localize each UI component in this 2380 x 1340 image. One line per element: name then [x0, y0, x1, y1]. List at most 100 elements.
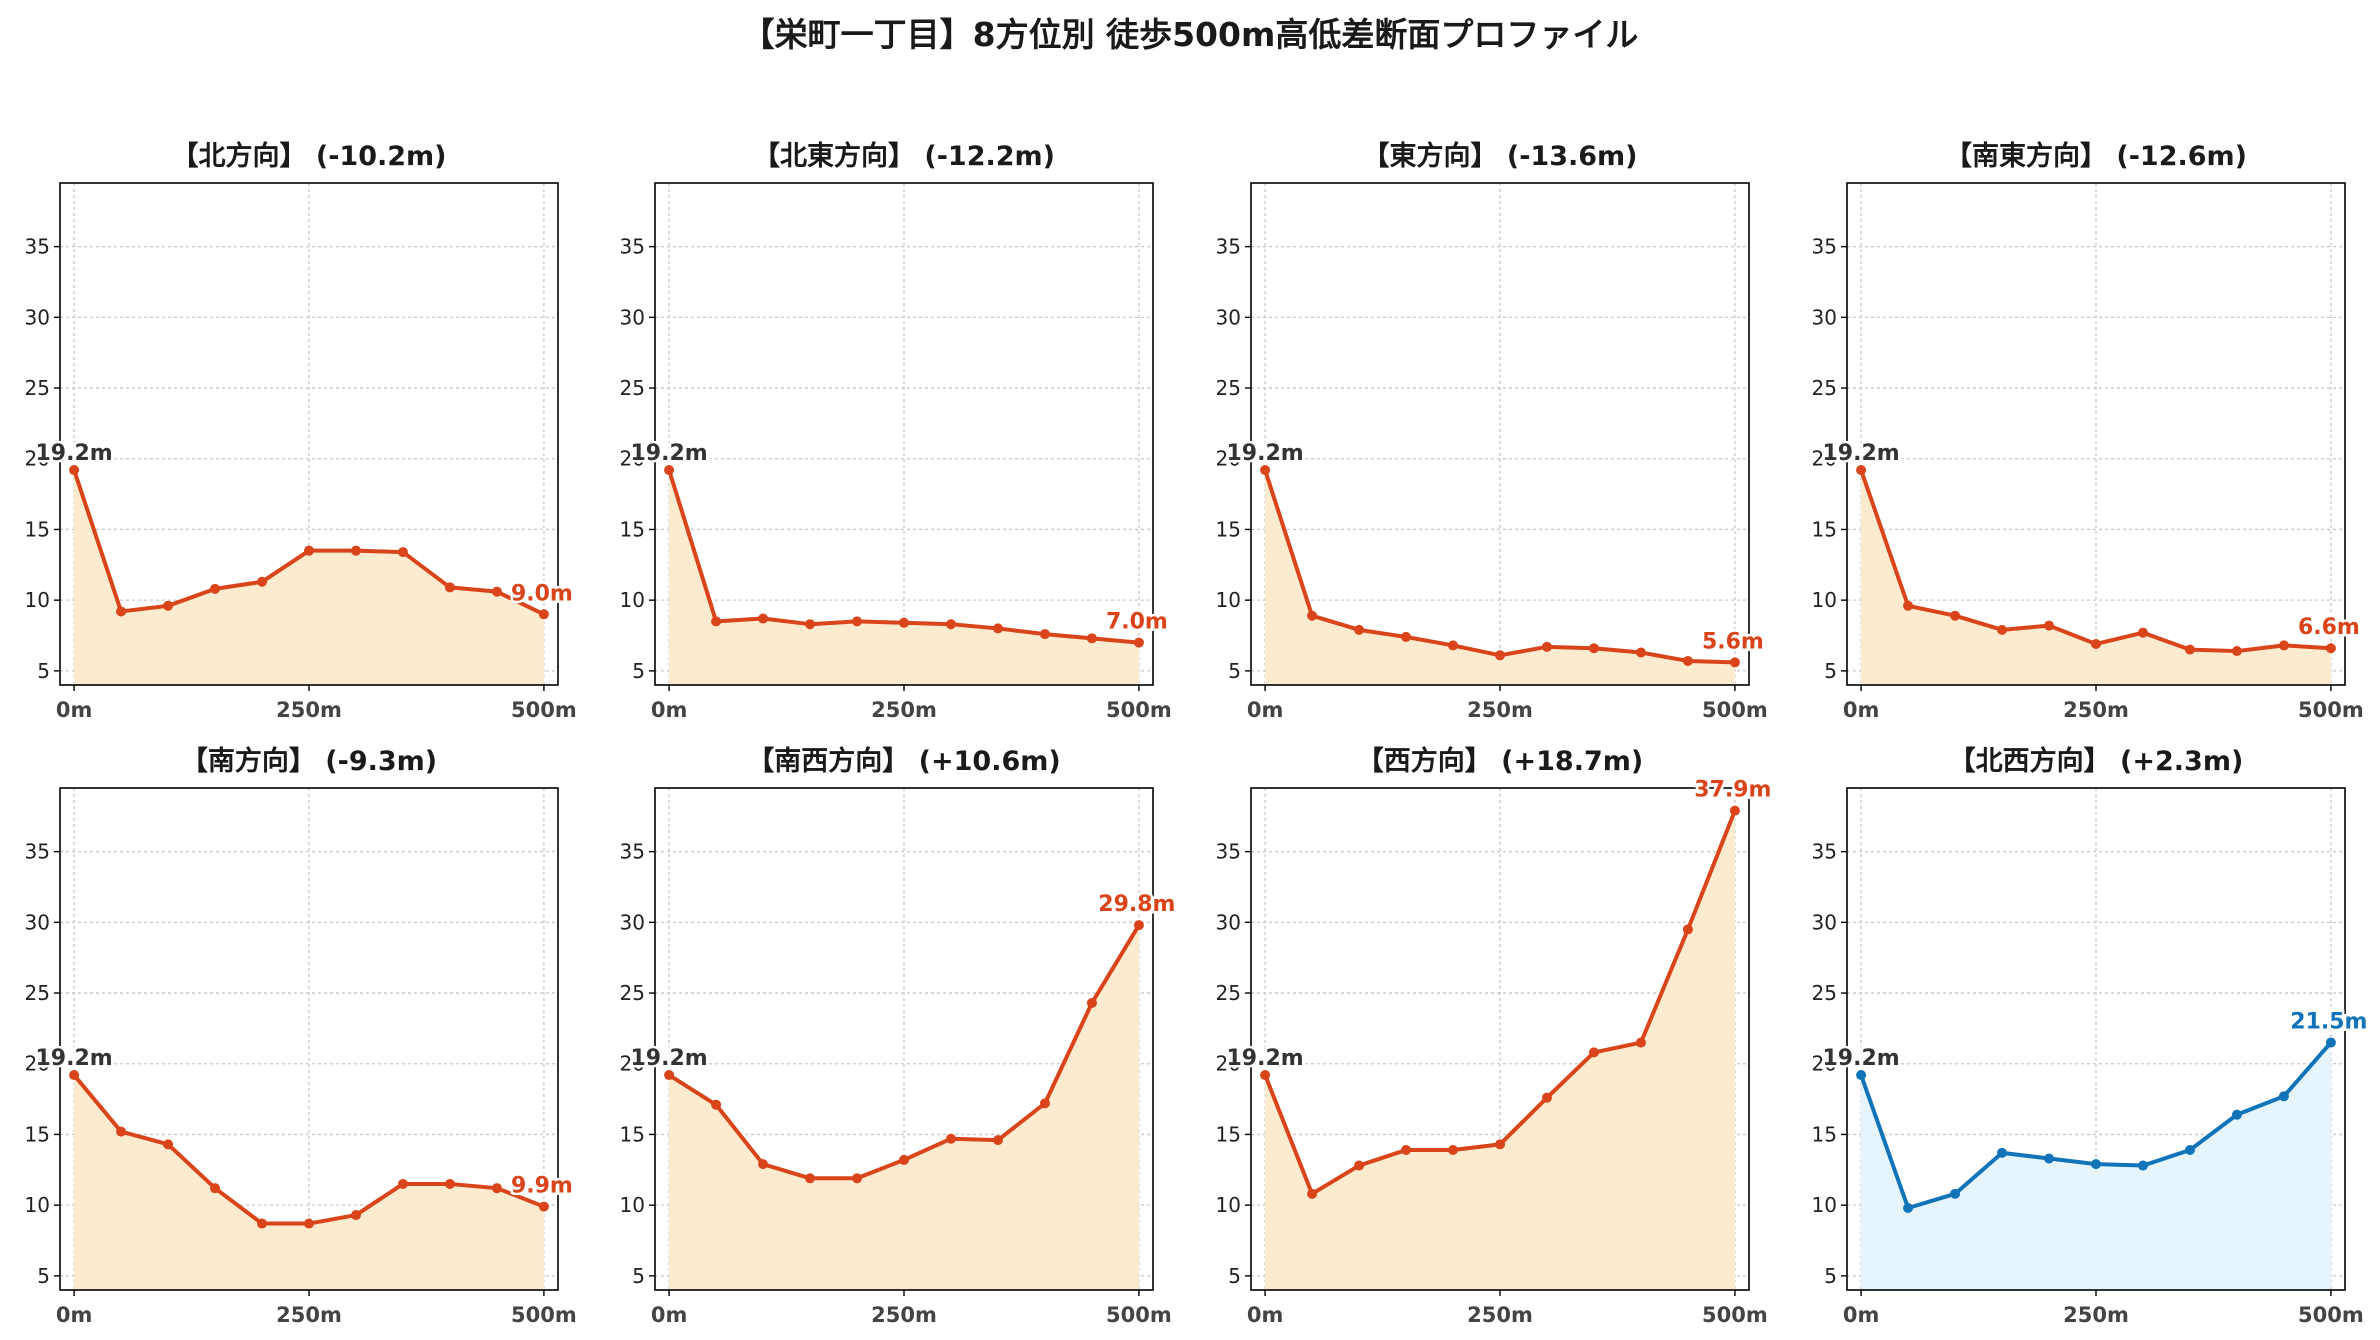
y-tick-label: 20: [1216, 1052, 1241, 1076]
data-point: [69, 1070, 80, 1081]
y-tick-label: 20: [620, 1052, 645, 1076]
data-point: [1039, 1098, 1050, 1109]
data-point: [899, 1154, 909, 1165]
start-elevation-label: 19.2m: [1822, 441, 1899, 466]
data-point: [2091, 1159, 2101, 1170]
start-elevation-label: 19.2m: [1226, 1046, 1303, 1071]
y-tick-label: 10: [1216, 1193, 1241, 1217]
data-point: [2184, 644, 2195, 655]
data-point: [2044, 620, 2055, 631]
data-point: [397, 1178, 408, 1189]
x-tick-label: 250m: [2063, 1303, 2129, 1327]
data-point: [491, 1183, 502, 1194]
y-tick-label: 30: [25, 910, 50, 934]
profile-area: [74, 470, 544, 685]
data-point: [1448, 1145, 1459, 1156]
data-point: [1903, 1202, 1914, 1213]
data-point: [210, 1183, 221, 1194]
x-tick-label: 250m: [871, 698, 937, 722]
data-point: [1260, 1070, 1271, 1081]
data-point: [1635, 1037, 1646, 1048]
y-tick-label: 35: [1812, 840, 1837, 864]
data-point: [1086, 997, 1097, 1008]
y-tick-label: 25: [1216, 981, 1241, 1005]
y-tick-label: 35: [620, 235, 645, 259]
y-tick-label: 5: [632, 659, 645, 683]
data-point: [758, 1159, 769, 1170]
figure-title: 【栄町一丁目】8方位別 徒歩500m高低差断面プロファイル: [741, 15, 1639, 54]
y-tick-label: 20: [1812, 447, 1837, 471]
data-point: [2044, 1153, 2055, 1164]
start-elevation-label: 19.2m: [1226, 441, 1303, 466]
y-tick-label: 5: [1228, 659, 1241, 683]
data-point: [758, 613, 769, 624]
end-elevation-label: 5.6m: [1702, 629, 1764, 654]
y-tick-label: 35: [1216, 840, 1241, 864]
y-tick-label: 5: [37, 1264, 50, 1288]
x-tick-label: 500m: [1702, 698, 1768, 722]
profile-panel: 5 10 15 20 25 30 35 0m 250m 500m 【北方向】 (-10.2m) 19.…: [25, 140, 577, 722]
data-point: [899, 617, 909, 628]
x-tick-label: 500m: [1702, 1303, 1768, 1327]
data-point: [304, 1218, 314, 1229]
profile-panel: 5 10 15 20 25 30 35 0m 250m 500m 【南西方向】 (+10.6m) 19…: [620, 745, 1178, 1327]
data-point: [1260, 465, 1271, 476]
data-point: [1307, 1188, 1318, 1199]
y-tick-label: 30: [1216, 305, 1241, 329]
profile-area: [1861, 470, 2331, 685]
data-point: [116, 1126, 127, 1137]
data-point: [1448, 640, 1459, 651]
data-point: [2137, 1160, 2148, 1171]
y-tick-label: 25: [1812, 981, 1837, 1005]
data-point: [2091, 638, 2101, 649]
y-tick-label: 30: [1812, 305, 1837, 329]
y-tick-label: 15: [1812, 517, 1837, 541]
data-point: [2325, 1037, 2336, 1048]
profile-panel: 5 10 15 20 25 30 35 0m 250m 500m 【北東方向】 (-12.2m) 19…: [620, 140, 1172, 722]
data-point: [945, 1133, 956, 1144]
data-point: [2278, 640, 2289, 651]
x-tick-label: 0m: [1843, 698, 1880, 722]
data-point: [2137, 627, 2148, 638]
data-point: [1133, 920, 1144, 931]
x-tick-label: 0m: [1843, 1303, 1880, 1327]
x-tick-label: 500m: [511, 1303, 577, 1327]
data-point: [664, 1070, 675, 1081]
y-tick-label: 25: [620, 376, 645, 400]
data-point: [1495, 1139, 1505, 1150]
y-tick-label: 30: [620, 305, 645, 329]
x-tick-label: 250m: [276, 698, 342, 722]
y-tick-label: 35: [620, 840, 645, 864]
data-point: [1039, 629, 1050, 640]
y-tick-label: 35: [25, 235, 50, 259]
data-point: [1950, 1188, 1961, 1199]
data-point: [852, 1173, 863, 1184]
data-point: [1903, 600, 1914, 611]
end-elevation-label: 6.6m: [2298, 615, 2360, 640]
start-elevation-label: 19.2m: [35, 441, 112, 466]
panel-title: 【南東方向】 (-12.6m): [1945, 140, 2247, 172]
data-point: [1354, 1160, 1365, 1171]
panel-title: 【南西方向】 (+10.6m): [747, 745, 1060, 777]
y-tick-label: 30: [25, 305, 50, 329]
y-tick-label: 20: [25, 1052, 50, 1076]
data-point: [304, 545, 314, 556]
x-tick-label: 500m: [1106, 698, 1172, 722]
data-point: [1086, 633, 1097, 644]
data-point: [1401, 631, 1412, 642]
x-tick-label: 500m: [511, 698, 577, 722]
y-tick-label: 5: [37, 659, 50, 683]
data-point: [1950, 610, 1961, 621]
data-point: [1354, 624, 1365, 635]
start-elevation-label: 19.2m: [1822, 1046, 1899, 1071]
y-tick-label: 20: [1216, 447, 1241, 471]
start-elevation-label: 19.2m: [630, 1046, 707, 1071]
y-tick-label: 35: [25, 840, 50, 864]
panel-title: 【東方向】 (-13.6m): [1362, 140, 1637, 172]
y-tick-label: 10: [25, 1193, 50, 1217]
x-tick-label: 0m: [56, 1303, 93, 1327]
y-tick-label: 20: [1812, 1052, 1837, 1076]
y-tick-label: 25: [620, 981, 645, 1005]
panel-title: 【北方向】 (-10.2m): [171, 140, 446, 172]
